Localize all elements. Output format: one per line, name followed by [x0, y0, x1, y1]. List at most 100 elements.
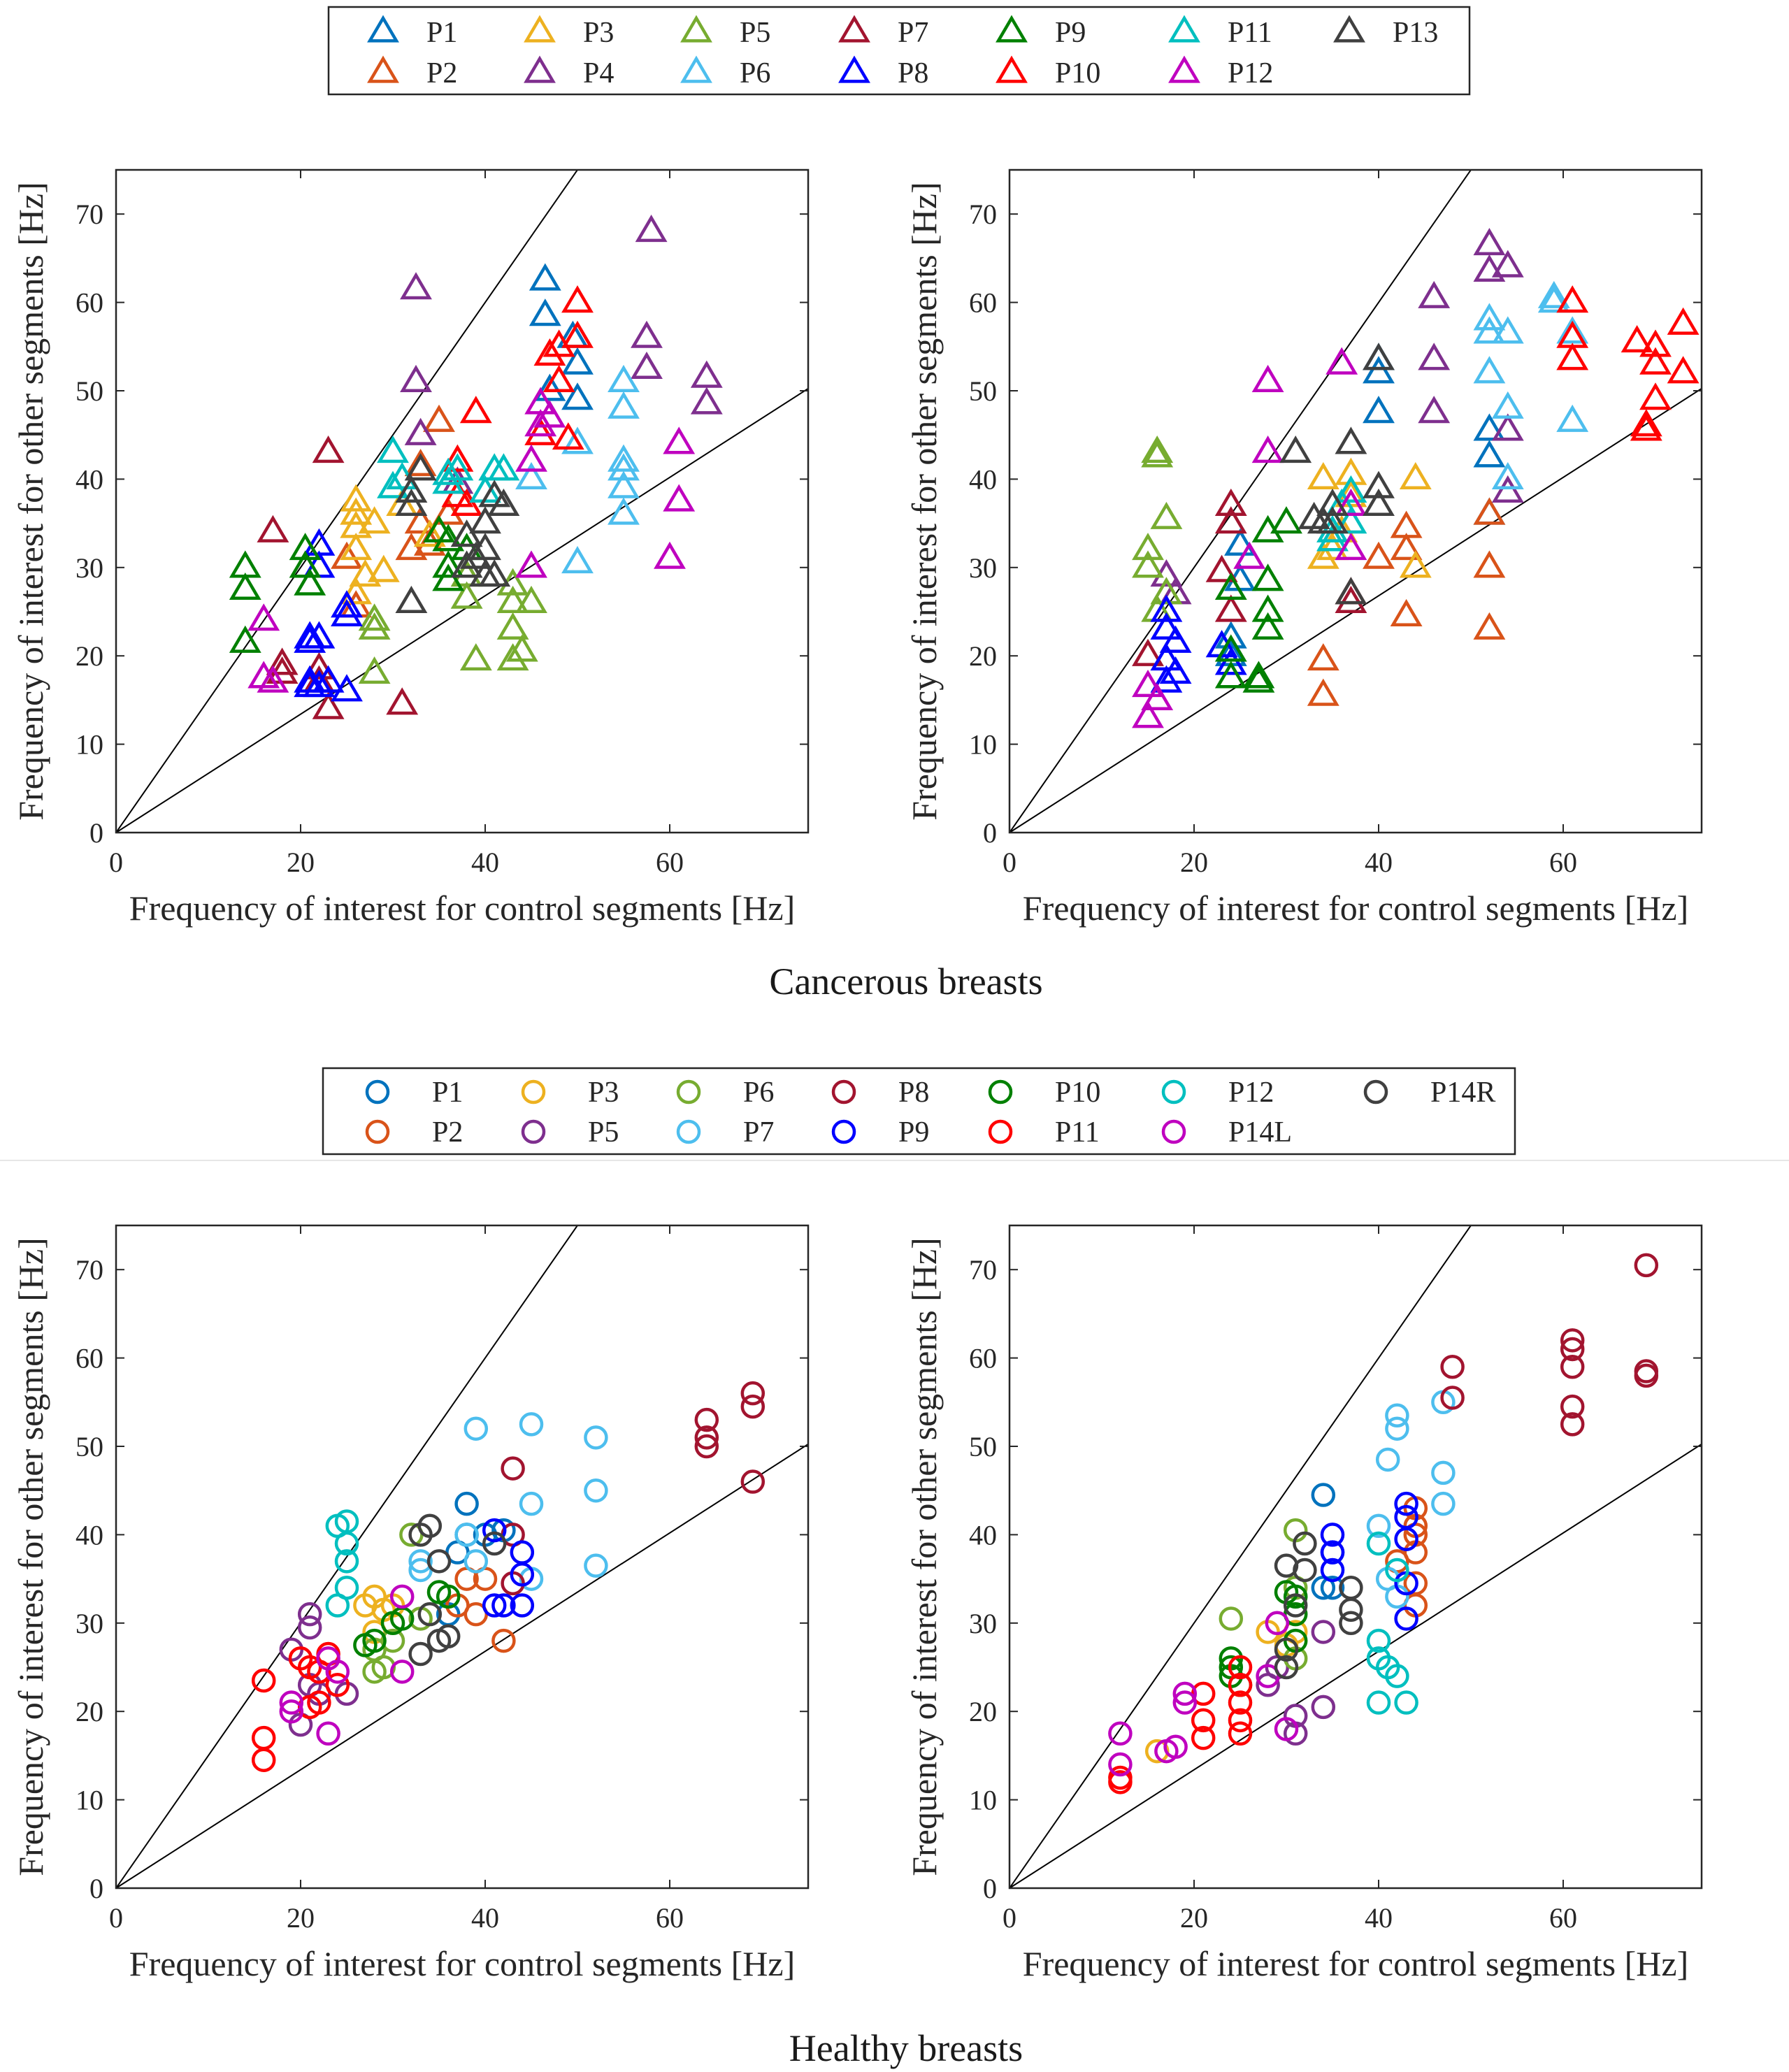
point-p7	[1214, 594, 1247, 622]
point-p9	[1394, 1527, 1418, 1551]
point-p4	[1473, 254, 1506, 282]
point-p10	[524, 417, 557, 445]
y-tick-label: 10	[969, 729, 997, 761]
point-p14l	[1274, 1717, 1299, 1741]
point-p6	[608, 497, 640, 525]
legend-marker-p12	[1161, 1079, 1186, 1105]
legend-marker-p11	[988, 1119, 1013, 1144]
point-p3	[1307, 461, 1339, 490]
legend-marker-p7	[676, 1119, 701, 1144]
point-p4	[631, 320, 663, 348]
point-p14l	[1265, 1611, 1290, 1636]
legend-entry-p14r: P14R	[1363, 1077, 1495, 1109]
point-p7	[266, 647, 299, 675]
reference-lines	[116, 1225, 808, 1888]
legend-box	[327, 6, 1471, 96]
axes-box	[1008, 168, 1703, 834]
point-p13	[1363, 470, 1395, 498]
point-p1	[1473, 440, 1506, 468]
x-tick-label: 60	[1549, 1902, 1577, 1934]
point-p11	[487, 453, 520, 481]
point-p14r	[1293, 1531, 1317, 1556]
point-p7	[312, 436, 345, 463]
point-p14r	[1339, 1597, 1363, 1623]
point-p7	[519, 1491, 544, 1516]
point-p4	[1418, 280, 1451, 308]
x-axis-label: Frequency of interest for control segmen…	[1023, 1944, 1688, 1983]
point-p9	[1320, 1557, 1345, 1583]
series-p10	[353, 1580, 461, 1657]
legend-marker-p9	[831, 1119, 856, 1144]
point-p10	[459, 396, 492, 424]
y-tick-label: 60	[969, 287, 997, 319]
legend-label: P9	[898, 1116, 929, 1149]
legend-label: P1	[432, 1077, 463, 1109]
line-upper	[1010, 170, 1472, 833]
point-p9	[1214, 661, 1247, 689]
legend-label: P2	[426, 57, 457, 89]
point-p13	[1298, 501, 1330, 529]
point-p5	[358, 603, 391, 631]
point-p8	[1560, 1354, 1585, 1379]
plot-cancerous-right: 0 20 40 60 0 10 20 30 40 50 60 70 Frequency of inter…	[905, 168, 1703, 928]
series-p12	[1132, 347, 1367, 728]
y-tick-label: 10	[76, 1785, 103, 1816]
legend-label: P6	[740, 57, 770, 89]
x-tick-label: 60	[656, 1902, 684, 1934]
y-axis-label: Frequency of interest for other segments…	[905, 182, 944, 821]
point-p9	[1394, 1491, 1418, 1516]
point-p9	[432, 550, 465, 578]
point-p4	[1418, 396, 1451, 424]
point-p14r	[1283, 1593, 1308, 1618]
point-p8	[303, 621, 336, 649]
point-p13	[1335, 426, 1367, 454]
line-upper	[116, 170, 579, 833]
point-p1	[529, 298, 561, 326]
point-p7	[1385, 1403, 1409, 1428]
point-p1	[1363, 356, 1395, 384]
point-p4	[690, 387, 723, 415]
point-p12	[1132, 669, 1164, 698]
legend-marker-p5	[521, 1119, 546, 1144]
point-p5	[496, 643, 529, 671]
point-p7	[1132, 638, 1164, 666]
point-p10	[1639, 382, 1672, 410]
x-tick-label: 40	[471, 1902, 499, 1934]
legend-entry-p1: P1	[365, 1077, 463, 1109]
point-p14l	[325, 1660, 350, 1684]
point-p9	[289, 533, 322, 561]
point-p6	[380, 1628, 405, 1653]
line-lower	[1010, 1443, 1702, 1888]
legend-entry-p9: P9	[996, 15, 1086, 49]
legend-entry-p12: P12	[1161, 1077, 1274, 1109]
legend-marker-p4	[524, 55, 556, 83]
point-p2	[1390, 533, 1423, 561]
caption-healthy: Healthy breasts	[789, 2027, 1023, 2069]
point-p13	[395, 475, 428, 503]
data-points	[229, 215, 723, 719]
point-p11	[1335, 475, 1367, 503]
point-p14l	[279, 1699, 304, 1724]
legend-label: P6	[743, 1077, 774, 1109]
point-p6	[1537, 285, 1570, 313]
y-tick-label: 20	[969, 1696, 997, 1727]
point-p12	[1251, 436, 1284, 463]
legend-box	[322, 1067, 1516, 1156]
point-p11	[1191, 1708, 1216, 1733]
series-p3	[340, 484, 446, 605]
point-p12	[654, 541, 686, 569]
point-p8	[1560, 1394, 1585, 1419]
point-p14r	[482, 1531, 507, 1556]
legend-cancerous: P1 P2 P3 P4 P5 P6 P7 P8 P9 P10 P11 P12 P13	[327, 6, 1471, 96]
point-p3	[413, 519, 446, 547]
point-p6	[1537, 280, 1570, 308]
point-p8	[1560, 1412, 1585, 1437]
point-p10	[441, 444, 474, 472]
point-p3	[349, 559, 382, 587]
point-p14r	[408, 1523, 433, 1547]
point-p12	[325, 1593, 350, 1618]
point-p6	[561, 546, 594, 574]
point-p12	[515, 444, 547, 472]
point-p13	[1363, 343, 1395, 370]
point-p7	[1431, 1460, 1456, 1485]
